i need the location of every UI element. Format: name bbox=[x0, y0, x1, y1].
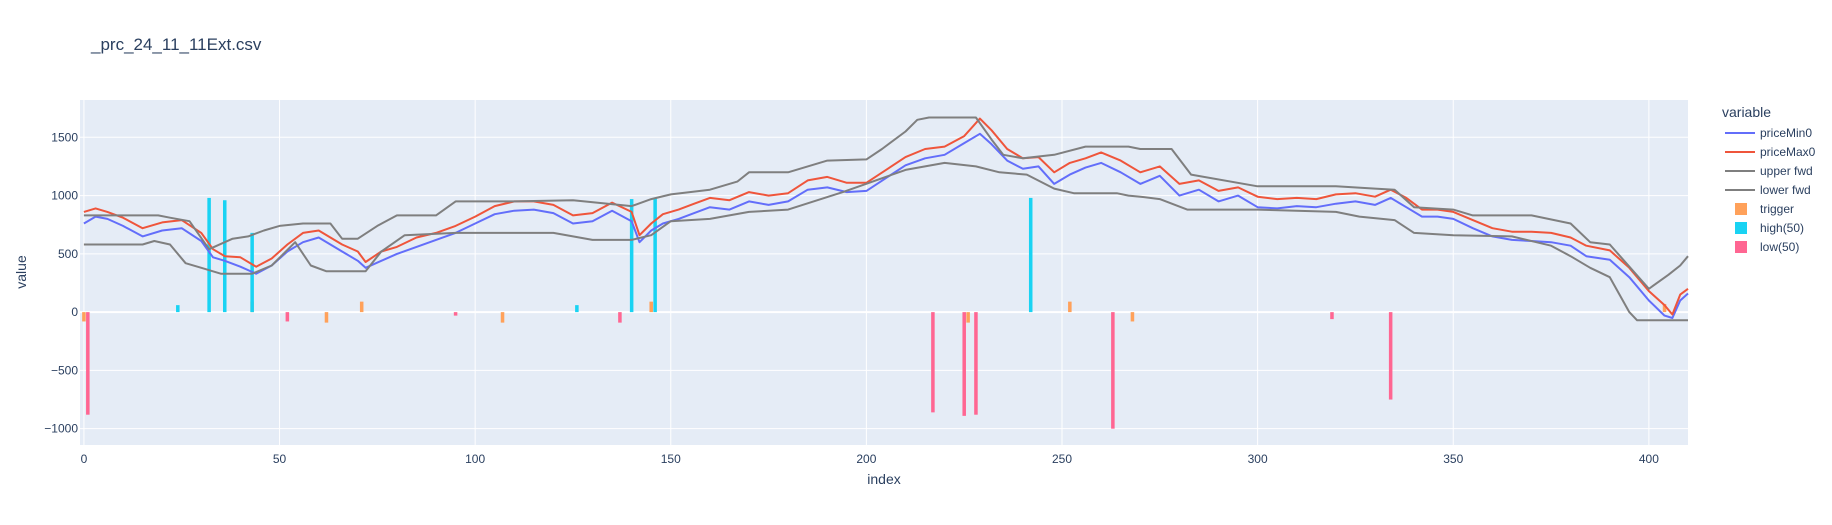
y-tick-label: 1500 bbox=[51, 130, 78, 144]
bar bbox=[649, 301, 653, 313]
bar bbox=[962, 312, 966, 416]
x-axis-title: index bbox=[867, 471, 900, 487]
legend-item[interactable]: low(50) bbox=[1735, 240, 1799, 254]
series-low-50- bbox=[86, 312, 1393, 429]
legend-label: trigger bbox=[1760, 202, 1794, 216]
gridlines bbox=[80, 100, 1688, 445]
legend-label: high(50) bbox=[1760, 221, 1804, 235]
series-layer bbox=[82, 116, 1689, 429]
bar bbox=[1388, 312, 1393, 400]
legend-item[interactable]: priceMax0 bbox=[1725, 145, 1816, 159]
legend-square-swatch bbox=[1735, 222, 1747, 234]
y-tick-label: −1000 bbox=[44, 422, 78, 436]
bar bbox=[324, 312, 329, 323]
legend-item[interactable]: priceMin0 bbox=[1725, 126, 1812, 140]
bar bbox=[653, 197, 657, 313]
bar bbox=[453, 312, 458, 316]
legend-square-swatch bbox=[1735, 241, 1747, 253]
bar bbox=[207, 197, 211, 313]
legend-item[interactable]: upper fwd bbox=[1725, 164, 1813, 178]
series-line-lower-fwd bbox=[83, 161, 1688, 322]
x-tick-label: 150 bbox=[661, 452, 681, 466]
y-axis-title: value bbox=[13, 255, 29, 289]
x-tick-label: 250 bbox=[1052, 452, 1072, 466]
bar bbox=[1130, 312, 1135, 322]
bar bbox=[931, 312, 935, 413]
bar bbox=[82, 312, 86, 322]
x-tick-label: 200 bbox=[856, 452, 876, 466]
y-tick-label: 1000 bbox=[51, 189, 78, 203]
bar bbox=[1330, 312, 1334, 320]
x-tick-label: 100 bbox=[465, 452, 485, 466]
legend-label: low(50) bbox=[1760, 240, 1799, 254]
bar bbox=[629, 199, 634, 313]
y-tick-label: 0 bbox=[71, 305, 78, 319]
legend-item[interactable]: high(50) bbox=[1735, 221, 1804, 235]
bar bbox=[86, 312, 90, 415]
bar bbox=[974, 312, 978, 415]
legend: variable priceMin0 priceMax0 upper fwd lowe… bbox=[1722, 104, 1816, 254]
legend-item[interactable]: lower fwd bbox=[1725, 183, 1811, 197]
bar bbox=[966, 312, 970, 323]
bar bbox=[359, 301, 364, 313]
y-tick-label: 500 bbox=[58, 247, 78, 261]
legend-title: variable bbox=[1722, 104, 1771, 120]
bar bbox=[575, 305, 579, 313]
plot-background bbox=[80, 100, 1688, 445]
legend-label: lower fwd bbox=[1760, 183, 1811, 197]
chart-title: _prc_24_11_11Ext.csv bbox=[90, 35, 262, 54]
y-tick-labels: −1000 −500 0 500 1000 1500 bbox=[44, 130, 78, 435]
series-line-upper-fwd bbox=[83, 116, 1689, 290]
legend-label: priceMax0 bbox=[1760, 145, 1816, 159]
x-tick-label: 0 bbox=[81, 452, 88, 466]
bar bbox=[1111, 312, 1115, 429]
bar bbox=[1662, 303, 1667, 313]
legend-label: priceMin0 bbox=[1760, 126, 1812, 140]
y-tick-label: −500 bbox=[51, 363, 78, 377]
series-line-pricemin0 bbox=[83, 132, 1689, 319]
bar bbox=[1028, 197, 1033, 313]
legend-item[interactable]: trigger bbox=[1735, 202, 1794, 216]
bar bbox=[176, 305, 180, 313]
x-tick-label: 350 bbox=[1443, 452, 1463, 466]
x-tick-label: 50 bbox=[273, 452, 287, 466]
legend-square-swatch bbox=[1735, 203, 1747, 215]
x-tick-label: 400 bbox=[1639, 452, 1659, 466]
bar bbox=[618, 312, 622, 323]
x-tick-labels: 0 50 100 150 200 250 300 350 400 bbox=[81, 452, 1660, 466]
bar bbox=[500, 312, 505, 323]
bar bbox=[1068, 301, 1072, 313]
x-tick-label: 300 bbox=[1248, 452, 1268, 466]
bar bbox=[285, 312, 290, 322]
legend-label: upper fwd bbox=[1760, 164, 1813, 178]
